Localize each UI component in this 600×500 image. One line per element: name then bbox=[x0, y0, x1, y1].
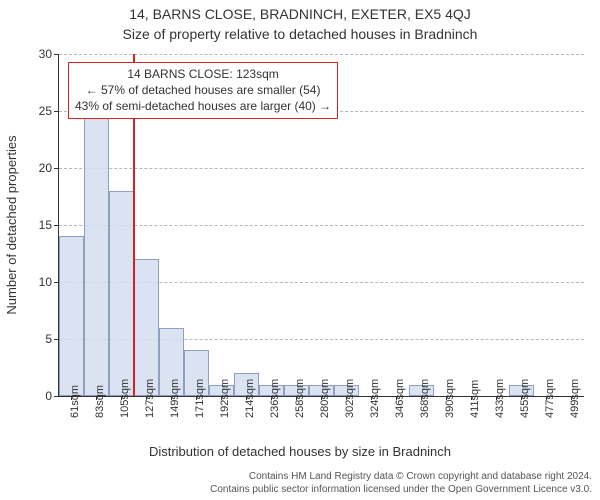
callout-line-2: ← 57% of detached houses are smaller (54… bbox=[75, 82, 331, 98]
chart-root: 14, BARNS CLOSE, BRADNINCH, EXETER, EX5 … bbox=[0, 0, 600, 500]
callout-line-3: 43% of semi-detached houses are larger (… bbox=[75, 98, 331, 114]
x-tick-label: 280sqm bbox=[319, 412, 331, 418]
footer-attribution: Contains HM Land Registry data © Crown c… bbox=[210, 471, 592, 496]
y-tick-label: 5 bbox=[12, 332, 52, 346]
gridline bbox=[59, 168, 584, 169]
y-tick-label: 25 bbox=[12, 104, 52, 118]
y-tick-label: 30 bbox=[12, 47, 52, 61]
y-tick-label: 0 bbox=[12, 389, 52, 403]
x-tick-label: 433sqm bbox=[494, 412, 506, 418]
y-tick-mark bbox=[54, 168, 58, 169]
x-tick-label: 61sqm bbox=[69, 412, 81, 418]
x-tick-label: 390sqm bbox=[444, 412, 456, 418]
footer-line-2: Contains public sector information licen… bbox=[210, 484, 592, 497]
y-tick-label: 20 bbox=[12, 161, 52, 175]
histogram-bar bbox=[134, 259, 159, 396]
y-tick-label: 15 bbox=[12, 218, 52, 232]
footer-line-1: Contains HM Land Registry data © Crown c… bbox=[210, 471, 592, 484]
title-address: 14, BARNS CLOSE, BRADNINCH, EXETER, EX5 … bbox=[0, 6, 600, 22]
y-tick-mark bbox=[54, 54, 58, 55]
x-tick-label: 127sqm bbox=[144, 412, 156, 418]
x-tick-label: 302sqm bbox=[344, 412, 356, 418]
histogram-bar bbox=[109, 191, 134, 396]
x-tick-label: 411sqm bbox=[469, 412, 481, 418]
x-tick-label: 171sqm bbox=[194, 412, 206, 418]
gridline bbox=[59, 225, 584, 226]
x-tick-label: 455sqm bbox=[519, 412, 531, 418]
x-tick-label: 236sqm bbox=[269, 412, 281, 418]
x-tick-label: 324sqm bbox=[369, 412, 381, 418]
y-tick-mark bbox=[54, 225, 58, 226]
x-tick-label: 149sqm bbox=[169, 412, 181, 418]
x-tick-label: 346sqm bbox=[394, 412, 406, 418]
x-tick-label: 368sqm bbox=[419, 412, 431, 418]
histogram-bar bbox=[84, 111, 109, 396]
callout-box: 14 BARNS CLOSE: 123sqm ← 57% of detached… bbox=[68, 62, 338, 119]
x-tick-label: 105sqm bbox=[119, 412, 131, 418]
y-tick-mark bbox=[54, 339, 58, 340]
histogram-bar bbox=[59, 236, 84, 396]
x-tick-label: 499sqm bbox=[569, 412, 581, 418]
gridline bbox=[59, 54, 584, 55]
y-tick-mark bbox=[54, 111, 58, 112]
y-tick-label: 10 bbox=[12, 275, 52, 289]
callout-line-1: 14 BARNS CLOSE: 123sqm bbox=[75, 66, 331, 82]
x-axis-label: Distribution of detached houses by size … bbox=[0, 444, 600, 459]
x-tick-label: 477sqm bbox=[544, 412, 556, 418]
x-tick-label: 214sqm bbox=[244, 412, 256, 418]
title-subtitle: Size of property relative to detached ho… bbox=[0, 26, 600, 42]
x-tick-label: 83sqm bbox=[94, 412, 106, 418]
y-tick-mark bbox=[54, 396, 58, 397]
x-tick-label: 258sqm bbox=[294, 412, 306, 418]
y-tick-mark bbox=[54, 282, 58, 283]
x-tick-label: 192sqm bbox=[219, 412, 231, 418]
